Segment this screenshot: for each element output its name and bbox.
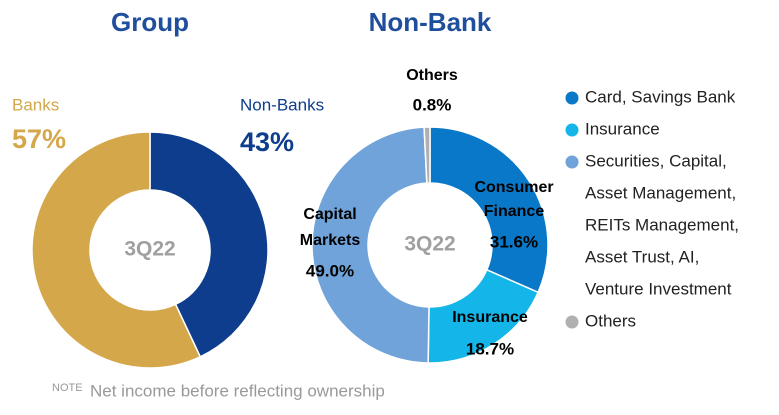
category-label: Banks	[12, 95, 59, 114]
category-label: Non-Banks	[240, 95, 324, 114]
legend-label: REITs Management,	[585, 215, 739, 234]
legend-label: Venture Investment	[585, 279, 732, 298]
legend-label: Others	[585, 311, 636, 330]
donut-slice	[423, 126, 431, 184]
value-label: 49.0%	[306, 261, 354, 280]
chart-title: Group	[111, 7, 189, 37]
value-label: 0.8%	[413, 95, 452, 114]
category-label: Consumer Finance	[474, 179, 553, 220]
legend-label: Asset Management,	[585, 183, 736, 202]
category-label: Capital Markets	[300, 206, 361, 249]
value-label: 31.6%	[490, 232, 538, 251]
legend-label: Card, Savings Bank	[585, 87, 736, 106]
center-label: 3Q22	[124, 238, 175, 261]
donut-slice	[149, 131, 269, 358]
value-label: 57%	[12, 124, 66, 154]
legend-marker	[565, 123, 579, 137]
legend-marker	[565, 315, 579, 329]
center-label: 3Q22	[404, 233, 455, 256]
note-tag: NOTE	[52, 382, 83, 394]
legend-label: Securities, Capital,	[585, 151, 727, 170]
legend-label: Insurance	[585, 119, 660, 138]
chart-title: Non-Bank	[369, 7, 492, 37]
category-label: Insurance	[452, 309, 528, 326]
note-text: Net income before reflecting ownership	[90, 381, 385, 400]
legend-label: Asset Trust, AI,	[585, 247, 699, 266]
value-label: 18.7%	[466, 339, 514, 358]
value-label: 43%	[240, 127, 294, 157]
legend-marker	[565, 91, 579, 105]
donut-slice	[31, 131, 202, 369]
category-label: Others	[406, 67, 458, 84]
legend-marker	[565, 155, 579, 169]
donut-slice	[311, 126, 430, 364]
donut-slice	[429, 126, 549, 294]
